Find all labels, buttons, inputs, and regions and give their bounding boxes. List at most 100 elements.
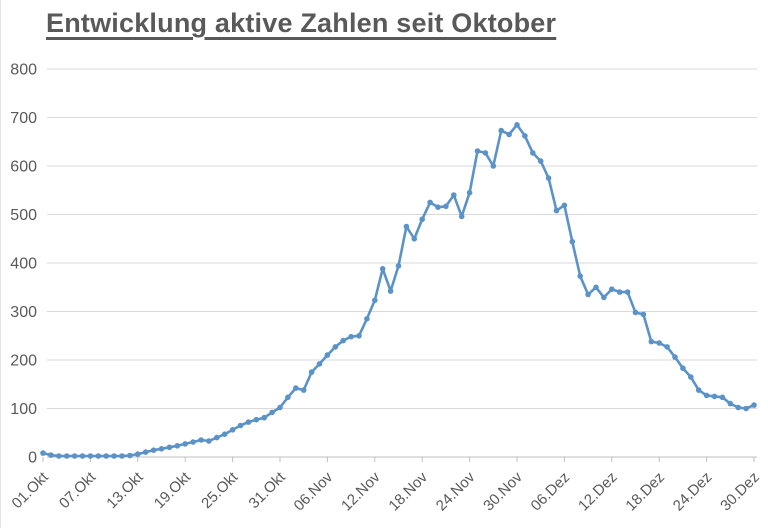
data-point [514,122,520,128]
data-point [356,333,362,339]
data-point [474,148,481,154]
data-point [451,192,457,198]
data-point [458,213,465,220]
data-point [688,374,694,380]
x-tick-label: 13.Okt [103,468,147,512]
data-point [79,453,86,459]
data-point [506,131,512,138]
data-point [245,419,252,425]
y-tick-label: 400 [10,256,37,273]
data-point [609,286,615,293]
data-point [569,238,576,245]
data-point [498,127,505,134]
data-point [340,337,347,344]
x-tick-label: 01.Okt [9,468,53,512]
data-point [293,385,299,391]
data-point [111,453,117,459]
y-tick-label: 600 [10,159,37,176]
data-point [182,441,188,447]
data-point [530,150,536,156]
data-point [71,453,78,459]
data-point [632,309,639,316]
x-tick-label: 24.Dez [670,469,716,515]
data-point [624,289,631,295]
y-tick-label: 300 [10,304,37,321]
data-point [719,394,726,401]
data-point [119,453,125,459]
data-point [142,449,149,455]
chart-title: Entwicklung aktive Zahlen seit Oktober [46,8,557,38]
data-point [166,444,173,451]
data-point [640,311,647,318]
series-markers [40,122,757,459]
x-tick-label: 06.Nov [291,468,337,514]
data-point [308,369,315,375]
x-tick-label: 25.Okt [198,468,242,512]
data-point [63,453,70,459]
data-point [727,400,734,407]
x-tick-label: 06.Dez [528,469,574,515]
data-point [680,365,686,372]
data-point [482,150,489,156]
data-point [490,163,497,169]
data-point [443,203,449,210]
y-tick-label: 100 [10,401,37,418]
data-point [735,404,741,411]
data-point [656,340,662,346]
data-point [127,452,133,459]
data-point [348,333,354,340]
data-point [593,284,599,291]
gridlines [47,68,757,458]
data-point [648,338,655,345]
data-point [253,416,260,423]
data-point [56,453,62,459]
data-point [190,439,196,445]
data-point [435,204,441,210]
data-point [379,266,386,272]
data-point [411,236,418,242]
data-point [300,387,307,393]
data-point [372,297,378,304]
y-tick-label: 700 [10,110,37,127]
x-tick-label: 18.Dez [622,469,668,515]
y-tick-label: 800 [10,62,37,79]
data-point [743,405,749,412]
data-point [703,392,710,399]
data-point [672,354,678,360]
y-tick-label: 200 [10,353,37,370]
data-point [616,289,623,295]
data-point [261,414,268,421]
data-point [48,452,54,458]
data-point [316,361,323,367]
data-point [553,207,560,214]
data-point [206,438,212,444]
x-axis-labels: 01.Okt 07.Okt 13.Okt 19.Okt 25.Okt 31.Okt 06.N… [9,468,763,514]
data-point [419,216,426,223]
series-line [41,123,756,458]
data-point [751,402,757,408]
x-tick-label: 24.Nov [433,468,479,514]
data-point [395,263,402,269]
data-point [285,394,291,401]
data-point [87,453,94,459]
x-tick-label: 07.Okt [56,468,100,512]
data-point [387,288,394,294]
data-point [269,409,275,416]
x-tick-label: 12.Dez [575,469,621,515]
data-point [135,451,141,457]
data-point [324,352,331,358]
data-point [711,393,718,400]
data-point [237,422,244,429]
x-tick-label: 31.Okt [246,468,290,512]
data-point [214,434,220,441]
data-point [601,294,607,301]
data-point [158,446,165,452]
x-tick-label: 30.Nov [480,468,526,514]
data-point [545,175,552,181]
data-point [40,450,46,456]
data-point [174,443,181,449]
data-point [403,223,410,230]
data-point [364,316,370,322]
